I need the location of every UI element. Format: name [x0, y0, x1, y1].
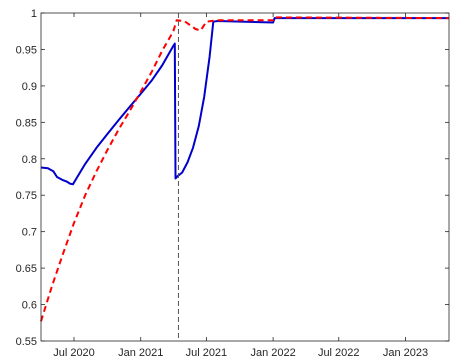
y-tick-label: 0.85: [16, 117, 37, 129]
axes-box: [40, 12, 450, 342]
x-tick-label: Jan 2023: [383, 347, 428, 359]
x-tick-label: Jul 2021: [186, 347, 228, 359]
axes-layer: 0.55 0.6 0.65 0.7 0.75 0.8 0.85 0.9 0.95 1 Jul 202…: [16, 8, 450, 359]
x-tick-label: Jul 2020: [53, 347, 95, 359]
y-tick-label: 0.75: [16, 190, 37, 202]
series-layer: [40, 16, 450, 322]
series-line-1: [40, 17, 449, 186]
y-tick-label: 1: [31, 8, 37, 20]
y-tick-label: 0.6: [22, 300, 37, 312]
y-tick-label: 0.65: [16, 263, 37, 275]
y-tick-label: 0.8: [22, 154, 37, 166]
plot-background: [41, 13, 449, 341]
y-tick-label: 0.9: [22, 81, 37, 93]
y-tick-label: 0.55: [16, 336, 37, 348]
x-tick-label: Jul 2022: [318, 347, 360, 359]
y-tick-label: 0.7: [22, 227, 37, 239]
x-tick-label: Jan 2022: [250, 347, 295, 359]
x-tick-label: Jan 2021: [118, 347, 163, 359]
y-tick-label: 0.95: [16, 44, 37, 56]
plot-area: [41, 13, 449, 341]
series-line-2: [40, 16, 450, 322]
